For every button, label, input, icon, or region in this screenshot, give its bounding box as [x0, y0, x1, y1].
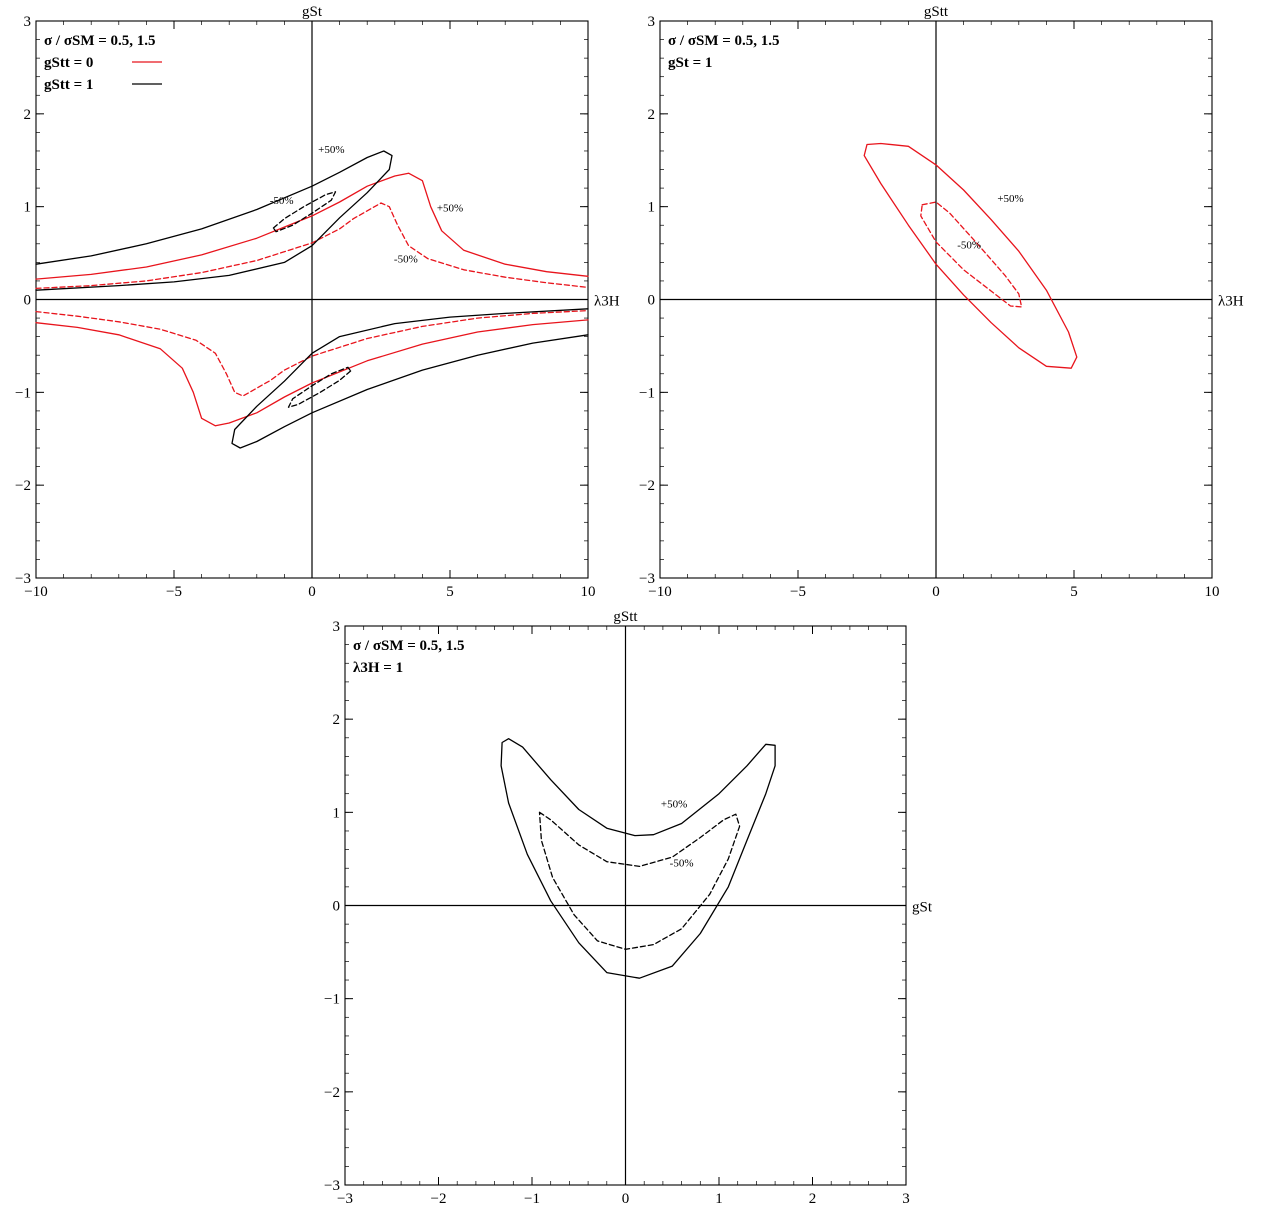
x-axis-label: λ3H — [1218, 294, 1244, 310]
y-tick-label: 2 — [24, 107, 32, 123]
y-tick-label: 3 — [648, 14, 656, 30]
y-tick-label: 2 — [333, 712, 341, 728]
series-line — [35, 319, 589, 427]
y-tick-label: 1 — [648, 200, 656, 216]
contour-label: -50% — [270, 195, 294, 207]
series-line — [272, 191, 337, 233]
legend-entry: gStt = 1 — [44, 77, 93, 93]
legend-entry: σ / σSM = 0.5, 1.5 — [44, 33, 156, 49]
chart-panel-3: −3 −2 −1 0 1 2 3 −3 −2 −1 0 1 2 3 gSt gStt +50% -50% σ / σ… — [324, 609, 933, 1207]
legend-entry: gStt = 0 — [44, 55, 93, 71]
x-tick-label: 10 — [1205, 584, 1220, 600]
y-tick-label: 0 — [333, 899, 341, 915]
y-tick-label: −1 — [15, 385, 31, 401]
y-tick-label: 2 — [648, 107, 656, 123]
y-tick-label: −1 — [639, 385, 655, 401]
x-tick-label: −5 — [166, 584, 182, 600]
series-line — [287, 366, 352, 408]
x-tick-label: −5 — [790, 584, 806, 600]
contour-label: +50% — [997, 193, 1023, 205]
series-line — [35, 150, 393, 291]
y-tick-label: 3 — [24, 14, 32, 30]
y-tick-label: 3 — [333, 619, 341, 635]
x-tick-label: 1 — [715, 1191, 723, 1207]
y-tick-label: 1 — [24, 200, 32, 216]
chart-panel-1: −10 −5 0 5 10−3−2−10123λ3HgSt+50%-50%+50%-50… — [15, 4, 620, 600]
legend-entry: σ / σSM = 0.5, 1.5 — [668, 33, 780, 49]
legend-entry: σ / σSM = 0.5, 1.5 — [353, 638, 465, 654]
x-axis-label: gSt — [912, 900, 933, 916]
y-tick-label: −2 — [15, 478, 31, 494]
series-line — [538, 811, 741, 950]
y-axis-label: gSt — [302, 4, 323, 20]
series-line — [500, 738, 776, 979]
x-tick-label: 10 — [581, 584, 596, 600]
series-line — [231, 308, 589, 449]
y-tick-label: −3 — [324, 1178, 340, 1194]
series-line — [35, 202, 589, 290]
y-tick-label: −3 — [15, 571, 31, 587]
x-tick-label: −3 — [337, 1191, 353, 1207]
legend-entry: λ3H = 1 — [353, 660, 403, 676]
x-tick-label: 0 — [622, 1191, 630, 1207]
series-line — [863, 142, 1078, 369]
contour-label: -50% — [394, 253, 418, 265]
contour-label: -50% — [957, 239, 981, 251]
legend-entry: gSt = 1 — [668, 55, 712, 71]
y-tick-label: −2 — [324, 1085, 340, 1101]
x-tick-label: −10 — [648, 584, 671, 600]
x-tick-label: −1 — [524, 1191, 540, 1207]
x-tick-label: 2 — [809, 1191, 817, 1207]
x-axis-label: λ3H — [594, 294, 620, 310]
y-axis-label: gStt — [613, 609, 638, 625]
y-tick-label: −2 — [639, 478, 655, 494]
x-tick-label: 5 — [446, 584, 454, 600]
x-tick-label: 0 — [308, 584, 316, 600]
y-tick-label: −1 — [324, 992, 340, 1008]
series-line — [920, 201, 1023, 308]
y-tick-label: 0 — [24, 293, 32, 309]
series-line — [35, 309, 589, 397]
x-tick-label: 0 — [932, 584, 940, 600]
x-tick-label: −2 — [431, 1191, 447, 1207]
y-tick-label: −3 — [639, 571, 655, 587]
contour-label: +50% — [437, 202, 463, 214]
contour-label: +50% — [318, 144, 344, 156]
x-tick-label: −10 — [24, 584, 47, 600]
x-tick-label: 5 — [1070, 584, 1078, 600]
contour-label: -50% — [670, 857, 694, 869]
y-tick-label: 0 — [648, 293, 656, 309]
x-tick-label: 3 — [902, 1191, 910, 1207]
y-tick-label: 1 — [333, 805, 341, 821]
y-axis-label: gStt — [924, 4, 949, 20]
series-line — [35, 172, 589, 280]
contour-label: +50% — [661, 799, 687, 811]
